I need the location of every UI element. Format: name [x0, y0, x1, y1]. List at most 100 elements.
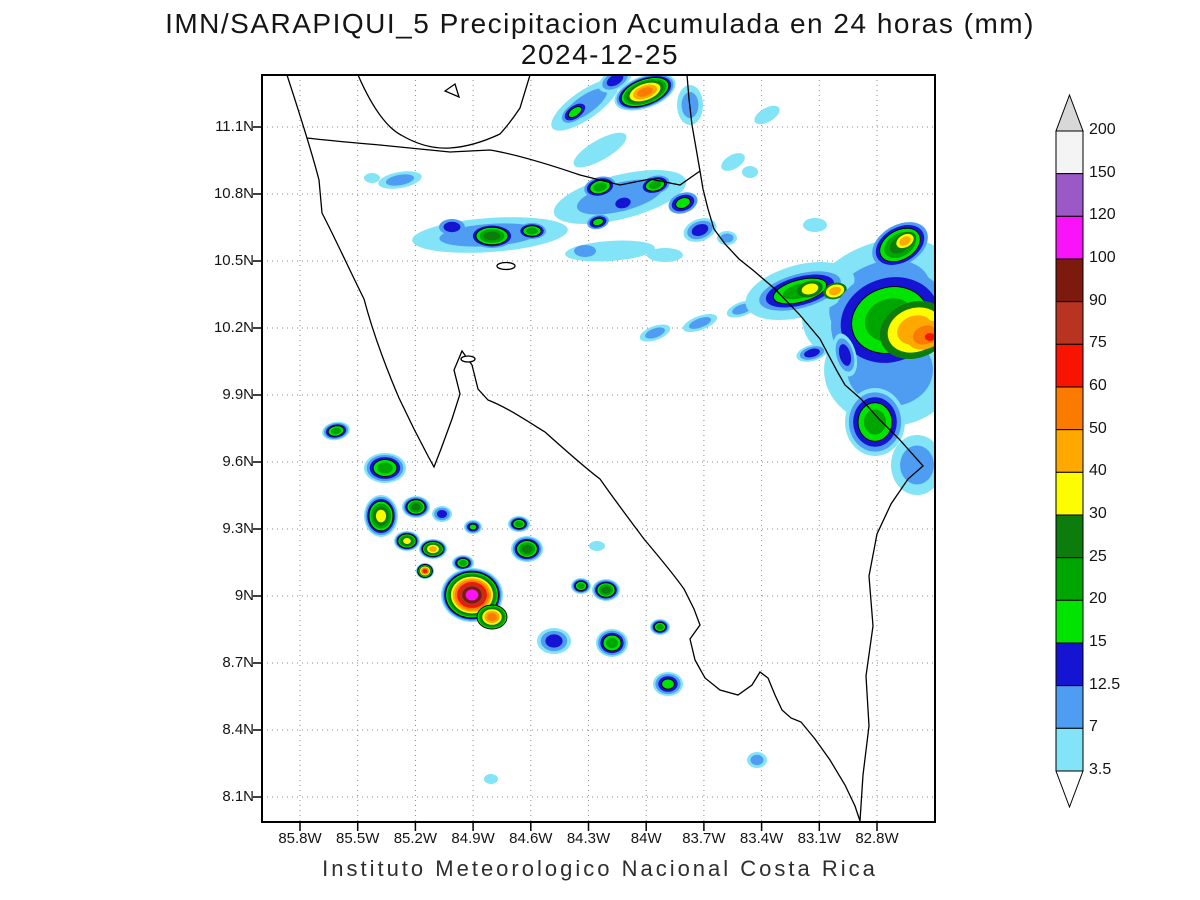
colorbar-segment — [1055, 514, 1084, 559]
colorbar-tick-label: 40 — [1089, 462, 1107, 480]
colorbar-segment — [1055, 471, 1084, 516]
lat-tick-label: 10.5N — [213, 252, 254, 269]
colorbar-segment — [1055, 386, 1084, 431]
gulf-island — [460, 355, 476, 363]
lat-tick-label: 10.2N — [213, 319, 254, 336]
precip-contour-ellipse — [436, 509, 448, 519]
precip-contour-ellipse — [468, 523, 478, 531]
precip-contour-ellipse — [429, 546, 437, 552]
precip-contour-ellipse — [606, 75, 624, 87]
lat-tick-label: 9N — [234, 587, 254, 604]
precip-contour-ellipse — [422, 569, 428, 573]
colorbar-segment — [1055, 173, 1084, 217]
colorbar-tick-label: 25 — [1089, 547, 1107, 565]
chart-title: IMN/SARAPIQUI_5 Precipitacion Acumulada … — [0, 8, 1200, 71]
precip-contour-ellipse — [801, 283, 819, 295]
precip-contour-ellipse — [574, 245, 596, 257]
plot-frame — [261, 74, 936, 823]
precip-contour-ellipse — [900, 445, 934, 485]
precip-contour-ellipse — [661, 678, 675, 690]
colorbar-tick-label: 75 — [1089, 334, 1107, 352]
axis-ticks — [253, 126, 878, 831]
colorbar-bottom-arrow — [1055, 770, 1084, 809]
precip-contour-ellipse — [838, 344, 852, 366]
chart-date: 2024-12-25 — [520, 39, 680, 71]
map-plot — [253, 74, 936, 831]
colorbar-tick-label: 50 — [1089, 419, 1107, 437]
colorbar-segment — [1055, 429, 1084, 473]
lat-tick-label: 8.1N — [222, 788, 254, 805]
precip-contour-ellipse — [577, 583, 585, 589]
precip-contour-ellipse — [487, 613, 497, 621]
precip-contour-ellipse — [656, 624, 664, 630]
precip-contour-ellipse — [691, 223, 709, 237]
colorbar-top-arrow — [1055, 93, 1084, 132]
precip-contour-ellipse — [521, 544, 533, 554]
colorbar-segment — [1055, 599, 1084, 644]
precip-contour-ellipse — [647, 248, 683, 262]
colorbar-tick-label: 120 — [1089, 206, 1116, 224]
precip-contour-ellipse — [526, 227, 538, 235]
precip-contour-ellipse — [750, 754, 764, 766]
precip-contour-ellipse — [483, 231, 501, 241]
colorbar-tick-label: 150 — [1089, 163, 1116, 181]
precip-contour-ellipse — [330, 427, 342, 435]
lake-arenal — [496, 261, 516, 271]
precip-contour-ellipse — [592, 217, 604, 227]
precip-contour-ellipse — [593, 182, 607, 192]
colorbar-tick-label: 12.5 — [1089, 675, 1121, 693]
precip-contour-ellipse — [484, 774, 498, 784]
precip-contour-ellipse — [567, 106, 583, 118]
gridlines — [262, 75, 935, 822]
precip-contour-ellipse — [637, 87, 653, 97]
colorbar-tick-label: 20 — [1089, 590, 1107, 608]
precip-contour-ellipse — [804, 348, 820, 358]
precip-contour-ellipse — [403, 538, 411, 544]
colorbar-segment — [1055, 685, 1084, 729]
precip-contour-ellipse — [375, 509, 387, 523]
precip-contour-ellipse — [606, 637, 618, 649]
lat-tick-label: 8.7N — [222, 654, 254, 671]
colorbar-tick-label: 3.5 — [1089, 760, 1112, 778]
precip-contour-ellipse — [720, 233, 734, 243]
precip-contour-ellipse — [829, 286, 841, 296]
precip-contour-ellipse — [385, 174, 415, 186]
lat-tick-label: 8.4N — [222, 721, 254, 738]
precip-contour-ellipse — [645, 327, 665, 339]
lat-tick-label: 9.9N — [222, 386, 254, 403]
lat-tick-label: 11.1N — [215, 118, 254, 135]
colorbar-tick-label: 15 — [1089, 632, 1107, 650]
precip-contour-ellipse — [675, 197, 691, 209]
precip-contour-ellipse — [589, 541, 605, 551]
colorbar-segment — [1055, 343, 1084, 388]
precip-contour-ellipse — [721, 153, 745, 171]
precip-contour-ellipse — [573, 132, 627, 168]
colorbar-tick-label: 90 — [1089, 291, 1107, 309]
footer-text: Instituto Meteorologico Nacional Costa R… — [322, 856, 878, 881]
colorbar-segment — [1055, 557, 1084, 601]
precip-contour-ellipse — [443, 221, 461, 233]
precip-contour-ellipse — [754, 105, 780, 125]
precip-contour-ellipse — [615, 197, 631, 209]
precip-contour-ellipse — [364, 173, 380, 183]
colorbar-segment — [1055, 215, 1084, 260]
lat-tick-label: 9.6N — [222, 453, 254, 470]
precip-contour-ellipse — [803, 218, 827, 232]
colorbar — [1055, 93, 1084, 809]
colorbar-segment — [1055, 301, 1084, 345]
precip-contour-ellipse — [465, 589, 479, 601]
precip-contour-ellipse — [377, 462, 393, 474]
precip-contour-ellipse — [648, 180, 662, 190]
chart-title-text: IMN/SARAPIQUI_5 Precipitacion Acumulada … — [165, 8, 1035, 39]
colorbar-tick-label: 30 — [1089, 504, 1107, 522]
precip-contour-ellipse — [545, 634, 563, 648]
colorbar-tick-label: 200 — [1089, 121, 1116, 138]
lake-nicaragua-shore — [357, 75, 531, 149]
precip-contour-ellipse — [411, 503, 421, 511]
island-outline — [443, 82, 461, 99]
nicaragua-border — [306, 137, 701, 186]
precip-contour-ellipse — [688, 317, 712, 329]
precip-contour-ellipse — [458, 560, 468, 566]
colorbar-segment — [1055, 727, 1084, 772]
